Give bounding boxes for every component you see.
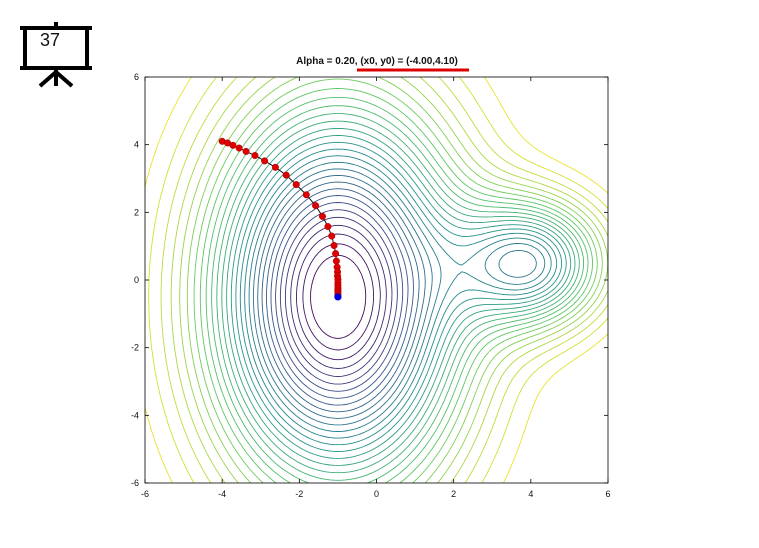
y-tick-label: 4 xyxy=(134,140,139,150)
contour-level xyxy=(216,113,580,481)
path-point xyxy=(261,157,269,165)
contour-level xyxy=(248,161,546,432)
x-tick-label: 4 xyxy=(528,489,533,499)
final-point xyxy=(334,293,342,301)
plot-frame xyxy=(144,76,609,484)
contour-lines xyxy=(144,76,609,484)
path-point xyxy=(251,151,259,159)
x-tick-label: 2 xyxy=(451,489,456,499)
x-tick-label: -4 xyxy=(218,489,226,499)
path-point xyxy=(332,257,340,265)
contour-level xyxy=(284,216,393,377)
y-tick-label: 2 xyxy=(134,207,139,217)
path-point xyxy=(242,147,250,155)
contour-level xyxy=(186,76,603,484)
presentation-board-icon xyxy=(20,22,92,88)
path-point xyxy=(324,223,332,231)
contour-level xyxy=(296,233,381,361)
x-tick-label: 6 xyxy=(605,489,610,499)
contour-level xyxy=(252,168,537,426)
path-point xyxy=(330,241,338,249)
contour-level xyxy=(193,78,598,484)
path-point xyxy=(302,191,310,199)
descent-path xyxy=(218,137,342,301)
x-tick-label: -2 xyxy=(295,489,303,499)
path-point xyxy=(292,181,300,189)
contour-level xyxy=(148,76,609,484)
contour-level xyxy=(179,76,609,484)
contour-level xyxy=(226,127,572,466)
contour-level xyxy=(275,202,404,392)
contour-level xyxy=(279,209,398,385)
path-point xyxy=(332,250,340,258)
contour-level xyxy=(239,148,558,446)
contour-level xyxy=(266,188,414,406)
contour-level xyxy=(170,76,609,484)
y-tick-label: 0 xyxy=(134,275,139,285)
slide-number: 37 xyxy=(39,30,61,50)
contour-level xyxy=(211,105,585,484)
y-tick-label: -2 xyxy=(131,343,139,353)
path-point xyxy=(318,212,326,220)
axis-ticks: -6 -4 -2 0 2 4 6 -6 -4 -2 0 2 4 6 xyxy=(131,72,611,499)
contour-level xyxy=(144,76,609,484)
path-point xyxy=(282,171,290,179)
y-tick-label: 6 xyxy=(134,72,139,82)
contour-level xyxy=(221,120,576,474)
path-point xyxy=(235,144,243,152)
contour-level xyxy=(160,76,609,484)
y-tick-label: -4 xyxy=(131,410,139,420)
slide-number-badge xyxy=(20,20,92,90)
contour-level xyxy=(310,254,367,339)
contour-level xyxy=(302,243,375,351)
path-point xyxy=(328,232,336,240)
contour-level xyxy=(257,175,426,419)
path-point xyxy=(229,141,237,149)
path-point xyxy=(271,163,279,171)
contour-level xyxy=(230,134,567,459)
contour-level xyxy=(235,141,563,452)
contour-level xyxy=(205,96,589,484)
path-point xyxy=(312,202,320,210)
chart-title: Alpha = 0.20, (x0, y0) = (-4.00,4.10) xyxy=(296,56,458,67)
contour-level xyxy=(261,181,420,413)
contour-level xyxy=(290,224,387,369)
x-tick-label: -6 xyxy=(141,489,149,499)
contour-level xyxy=(199,88,593,484)
y-tick-label: -6 xyxy=(131,478,139,488)
contour-level xyxy=(270,195,409,399)
x-tick-label: 0 xyxy=(374,489,379,499)
